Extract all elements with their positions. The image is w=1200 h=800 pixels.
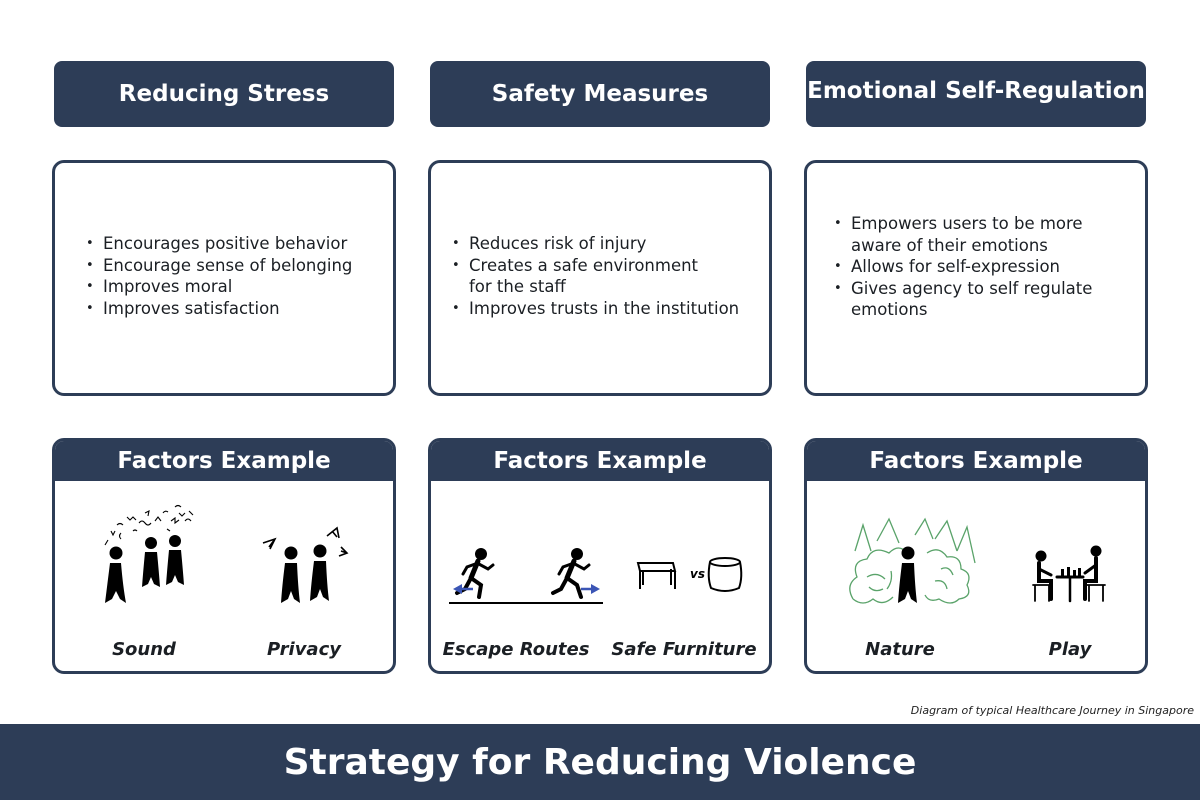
running-person-icon: [551, 548, 591, 599]
header-title: Emotional Self-Regulation: [807, 78, 1145, 104]
bullet-list: Encourages positive behavior Encourage s…: [55, 233, 352, 319]
factors-header: Factors Example: [431, 441, 769, 481]
stool-icon: [707, 557, 743, 592]
header-emotional-self-regulation: Emotional Self-Regulation: [806, 61, 1146, 127]
noise-scribbles: [104, 504, 194, 546]
footer-title: Strategy for Reducing Violence: [283, 741, 917, 783]
left-arrow-icon: [453, 584, 473, 594]
factor-label-play: Play: [1048, 639, 1092, 660]
people-privacy-icon: [281, 544, 329, 603]
footer-banner: Strategy for Reducing Violence: [0, 724, 1200, 800]
bullet-item: Reduces risk of injury: [452, 233, 739, 255]
factor-label-safe-furniture: Safe Furniture: [611, 639, 757, 660]
nature-outline-icon: [849, 517, 976, 604]
people-playing-chess-icon: [1032, 545, 1106, 603]
factors-box: Factors Example: [52, 438, 396, 674]
bullet-item: Allows for self-expression: [834, 256, 1131, 278]
factors-header: Factors Example: [807, 441, 1145, 481]
factors-header: Factors Example: [55, 441, 393, 481]
bullet-list: Empowers users to be more aware of their…: [807, 213, 1145, 321]
description-box: Empowers users to be more aware of their…: [804, 160, 1148, 396]
factors-box: Factors Example: [428, 438, 772, 674]
factor-label-sound: Sound: [112, 639, 176, 660]
bullet-item: Creates a safe environment for the staff: [452, 255, 739, 298]
bullet-item: Improves satisfaction: [86, 298, 352, 320]
header-title: Safety Measures: [491, 81, 709, 107]
factor-label-escape-routes: Escape Routes: [442, 639, 590, 660]
bullet-item: Improves moral: [86, 276, 352, 298]
description-box: Encourages positive behavior Encourage s…: [52, 160, 396, 396]
factors-box: Factors Example: [804, 438, 1148, 674]
bullet-item: Gives agency to self regulate emotions: [834, 278, 1131, 321]
header-title: Reducing Stress: [118, 81, 330, 107]
bullet-item: Encourages positive behavior: [86, 233, 352, 255]
escape-furniture-illustration: vs: [449, 548, 743, 604]
bullet-item: Improves trusts in the institution: [452, 298, 739, 320]
header-reducing-stress: Reducing Stress: [54, 61, 394, 127]
nature-play-illustration: [849, 517, 1106, 604]
person-in-nature-icon: [898, 546, 917, 603]
factor-label-nature: Nature: [865, 639, 935, 660]
bullet-item: Encourage sense of belonging: [86, 255, 352, 277]
description-box: Reduces risk of injury Creates a safe en…: [428, 160, 772, 396]
people-sound-icon: [105, 535, 184, 603]
header-safety-measures: Safety Measures: [430, 61, 770, 127]
bullet-list: Reduces risk of injury Creates a safe en…: [431, 233, 751, 319]
factor-label-privacy: Privacy: [267, 639, 341, 660]
table-icon: [636, 562, 677, 589]
right-arrow-icon: [581, 584, 600, 594]
vs-label: vs: [690, 567, 705, 581]
bullet-item: Empowers users to be more aware of their…: [834, 213, 1131, 256]
sound-privacy-illustration: [104, 504, 349, 603]
caption: Diagram of typical Healthcare Journey in…: [910, 704, 1194, 717]
